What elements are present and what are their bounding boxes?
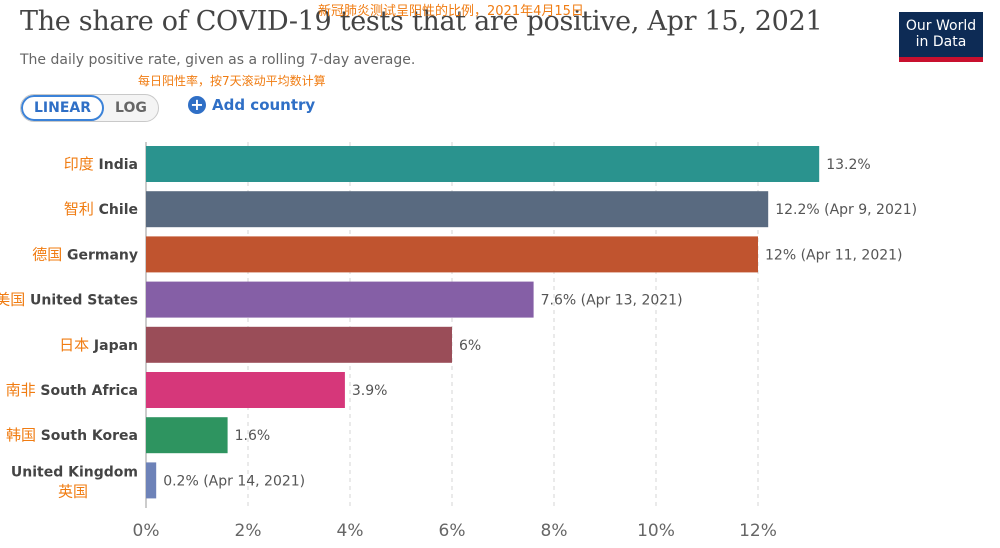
bar-united-states (146, 281, 534, 318)
bar-value-label: 1.6% (235, 428, 271, 444)
bar-value-label: 13.2% (826, 157, 870, 173)
category-label: 南非 South Africa (6, 381, 138, 399)
category-label: 日本 Japan (59, 336, 138, 354)
bar-japan (146, 326, 452, 363)
category-label-en: India (99, 157, 138, 173)
category-label: 韩国 South Korea (6, 426, 138, 444)
x-tick-label: 4% (337, 521, 364, 541)
add-country-label: Add country (212, 96, 316, 114)
category-label-en: United States (30, 293, 138, 309)
plus-circle-icon: + (188, 96, 206, 114)
add-country-button[interactable]: + Add country (188, 96, 315, 114)
x-tick-label: 12% (739, 521, 777, 541)
x-tick-label: 8% (541, 521, 568, 541)
category-label: 印度 India (64, 155, 138, 173)
bar-germany (146, 236, 758, 273)
category-label: 智利 Chile (64, 200, 138, 218)
x-tick-label: 10% (637, 521, 675, 541)
linear-button[interactable]: LINEAR (21, 95, 105, 121)
chart-subtitle-cn: 每日阳性率，按7天滚动平均数计算 (138, 74, 326, 88)
category-label-en: Chile (99, 202, 138, 218)
category-label-cn: 日本 (59, 336, 94, 354)
category-label: 德国 Germany (32, 245, 138, 263)
category-label-cn: 印度 (64, 155, 99, 173)
category-label-cn: 德国 (32, 245, 67, 263)
x-tick-label: 6% (439, 521, 466, 541)
category-label-cn: 南非 (6, 381, 41, 399)
bar-value-label: 3.9% (352, 383, 388, 399)
category-label: United Kingdom (11, 464, 138, 480)
x-tick-label: 0% (133, 521, 160, 541)
category-label-en: South Korea (41, 428, 138, 444)
bar-value-label: 12% (Apr 11, 2021) (765, 247, 903, 263)
x-tick-label: 2% (235, 521, 262, 541)
scale-toggle: LINEAR LOG (20, 94, 159, 122)
category-label-cn: 美国 (0, 291, 30, 309)
bar-south-africa (146, 372, 345, 408)
bar-value-label: 7.6% (Apr 13, 2021) (541, 293, 683, 309)
chart-title: The share of COVID-19 tests that are pos… (20, 6, 823, 37)
category-label-cn: 韩国 (6, 426, 41, 444)
bar-chile (146, 191, 769, 228)
category-label-en: Japan (93, 338, 138, 354)
chart-title-cn: 新冠肺炎测试呈阳性的比例，2021年4月15日 (318, 4, 584, 19)
bar-value-label: 12.2% (Apr 9, 2021) (775, 202, 917, 218)
category-label-cn: 英国 (58, 482, 88, 500)
log-button[interactable]: LOG (115, 100, 147, 116)
category-label: 美国 United States (0, 291, 138, 309)
bar-value-label: 6% (459, 338, 481, 354)
bar-south-korea (146, 417, 228, 454)
chart-subtitle: The daily positive rate, given as a roll… (20, 52, 416, 68)
category-label-en: South Africa (40, 383, 138, 399)
bar-india (146, 146, 820, 182)
bar-united-kingdom (146, 462, 157, 499)
logo-line1: Our World (905, 18, 977, 34)
category-label-cn: 智利 (64, 200, 99, 218)
owid-logo[interactable]: Our World in Data (899, 12, 983, 62)
category-label-en: Germany (67, 247, 138, 263)
logo-line2: in Data (915, 34, 967, 50)
bar-value-label: 0.2% (Apr 14, 2021) (163, 473, 305, 489)
